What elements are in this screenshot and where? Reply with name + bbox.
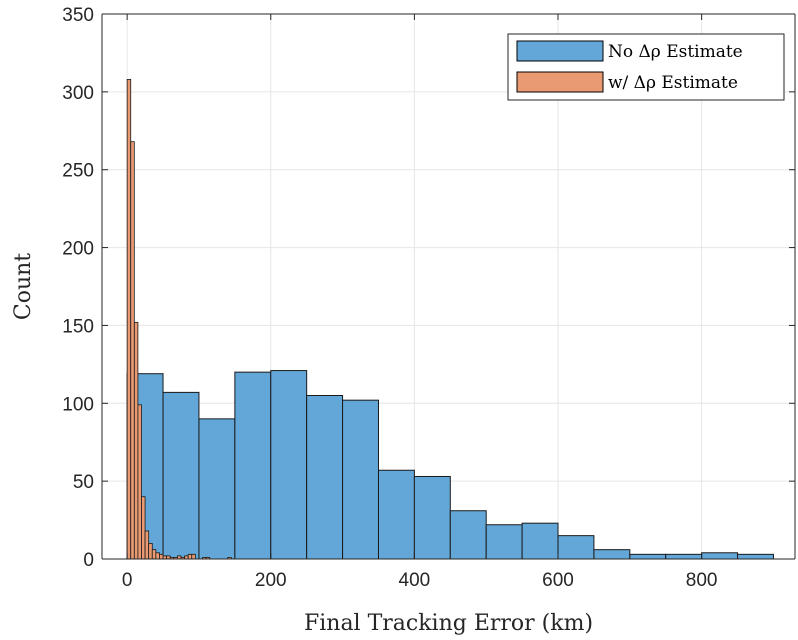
- bar-no-estimate: [593, 549, 631, 560]
- bar-no-estimate: [306, 395, 344, 560]
- bar-with-estimate: [130, 141, 135, 560]
- bar-no-estimate: [629, 553, 667, 560]
- bar-no-estimate: [270, 370, 308, 560]
- bar-with-estimate: [141, 496, 146, 560]
- bar-no-estimate: [198, 418, 236, 560]
- bar-with-estimate: [133, 321, 139, 560]
- y-tick-label: 0: [83, 550, 94, 571]
- x-tick-label: 800: [686, 570, 718, 591]
- y-tick-label: 50: [73, 472, 94, 493]
- bar-with-estimate: [137, 404, 142, 560]
- legend-swatch-with-estimate: [516, 71, 604, 93]
- legend-swatch-no-estimate: [516, 40, 604, 62]
- bar-with-estimate: [126, 79, 132, 560]
- bar-no-estimate: [234, 371, 272, 560]
- legend-label-no-estimate: No Δρ Estimate: [608, 42, 743, 62]
- tick-labels: 0 200 400 600 800 0 50 100 150 200 250 300 350: [62, 5, 717, 591]
- y-tick-label: 250: [62, 161, 94, 182]
- bar-with-estimate: [187, 553, 193, 560]
- bar-no-estimate: [521, 522, 559, 560]
- x-axis-label: Final Tracking Error (km): [304, 611, 593, 636]
- bar-no-estimate: [162, 391, 200, 560]
- y-tick-label: 150: [62, 316, 94, 337]
- bar-no-estimate: [377, 469, 415, 560]
- y-tick-label: 200: [62, 239, 94, 260]
- bar-no-estimate: [665, 553, 703, 560]
- bar-no-estimate: [557, 535, 595, 560]
- bar-with-estimate: [151, 549, 157, 560]
- y-tick-label: 300: [62, 83, 94, 104]
- bar-with-estimate: [159, 553, 164, 560]
- legend: No Δρ Estimate w/ Δρ Estimate: [507, 33, 785, 101]
- bar-no-estimate: [485, 524, 523, 560]
- y-tick-label: 100: [62, 394, 94, 415]
- y-tick-label: 350: [62, 5, 94, 26]
- bar-with-estimate: [144, 530, 150, 560]
- bar-no-estimate: [449, 510, 487, 560]
- x-tick-label: 200: [255, 570, 287, 591]
- bar-with-estimate: [155, 552, 160, 560]
- x-tick-label: 0: [122, 570, 133, 591]
- histogram-bars: [126, 79, 774, 560]
- axes: [101, 13, 796, 560]
- bar-no-estimate: [413, 475, 451, 560]
- bar-no-estimate: [701, 552, 739, 560]
- x-tick-label: 400: [399, 570, 431, 591]
- bar-no-estimate: [737, 553, 774, 560]
- bar-with-estimate: [191, 553, 196, 560]
- y-axis-label: Count: [11, 253, 36, 320]
- x-tick-label: 600: [542, 570, 574, 591]
- bar-with-estimate: [148, 543, 153, 560]
- legend-label-with-estimate: w/ Δρ Estimate: [608, 73, 738, 93]
- bar-no-estimate: [342, 399, 379, 560]
